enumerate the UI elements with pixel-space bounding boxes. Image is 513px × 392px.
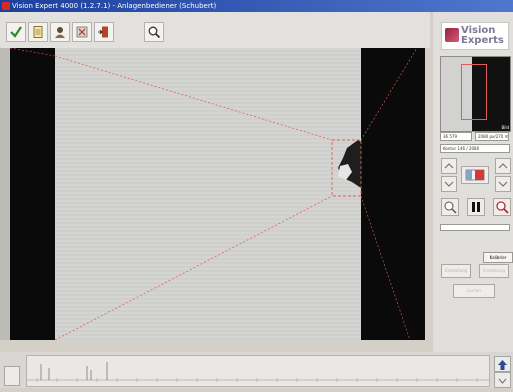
preview-dark-region [472, 57, 510, 131]
dark-region-right [361, 48, 425, 340]
brand-logo: Vision Experts [441, 22, 509, 50]
part-silhouette [338, 140, 361, 188]
timeline-left-button[interactable] [4, 366, 20, 386]
settings-icon[interactable] [72, 22, 92, 42]
settings-right-button[interactable]: Einstellung [479, 264, 509, 278]
info-field-3: Kontur 146 / 2080 [440, 144, 510, 153]
window-title: Vision Expert 4000 (1.2.7.1) - Anlagenbe… [12, 2, 217, 10]
learn-button[interactable]: Lernen [453, 284, 495, 298]
toolbar [0, 12, 430, 48]
image-viewport[interactable] [10, 48, 425, 340]
exit-door-icon[interactable] [94, 22, 114, 42]
brand-line2: Experts [461, 35, 504, 46]
logo-mark-icon [445, 28, 459, 42]
projection-line [360, 195, 411, 340]
nav-down-left-button[interactable] [441, 176, 457, 192]
zoom-icon[interactable] [144, 22, 164, 42]
nav-up-left-button[interactable] [441, 158, 457, 174]
timeline-down-icon[interactable] [494, 372, 511, 388]
slider-track[interactable] [440, 224, 510, 231]
brand-line1: Vision [461, 25, 496, 36]
part-highlight [338, 164, 352, 180]
nav-down-right-button[interactable] [495, 176, 511, 192]
title-bar: Vision Expert 4000 (1.2.7.1) - Anlagenbe… [0, 0, 513, 12]
info-field-1: 36 579 [440, 132, 472, 141]
zoom-in-icon[interactable] [493, 198, 511, 216]
roi-box[interactable] [331, 139, 362, 197]
right-panel: Vision Experts Bild 36 579 2080 px/270 m… [433, 12, 513, 352]
projection-line [360, 48, 418, 141]
dark-region-left [10, 48, 55, 340]
preview-thumbnail[interactable]: Bild [440, 56, 511, 132]
check-icon[interactable] [6, 22, 26, 42]
timeline-track[interactable] [26, 355, 490, 387]
timeline-bar [0, 352, 513, 388]
nav-up-right-button[interactable] [495, 158, 511, 174]
settings-left-button[interactable]: Einstellung [441, 264, 471, 278]
pause-icon[interactable] [467, 198, 485, 216]
person-icon[interactable] [50, 22, 70, 42]
roi-overlay [10, 48, 418, 340]
zoom-out-icon[interactable] [441, 198, 459, 216]
kalibrier-button[interactable]: Kalibrier [483, 252, 513, 263]
projection-line [54, 195, 333, 340]
timeline-up-icon[interactable] [494, 356, 511, 372]
projection-line [10, 48, 56, 57]
projection-line [54, 55, 333, 141]
viewport-left-frame [0, 48, 10, 340]
preview-label: Bild [501, 125, 509, 130]
timeline-ticks [27, 362, 489, 382]
flag-icon[interactable] [461, 166, 489, 184]
preview-roi-frame [461, 64, 487, 120]
info-field-2: 2080 px/270 ms [475, 132, 509, 141]
inspection-image [55, 48, 361, 340]
app-icon [2, 2, 10, 10]
document-icon[interactable] [28, 22, 48, 42]
